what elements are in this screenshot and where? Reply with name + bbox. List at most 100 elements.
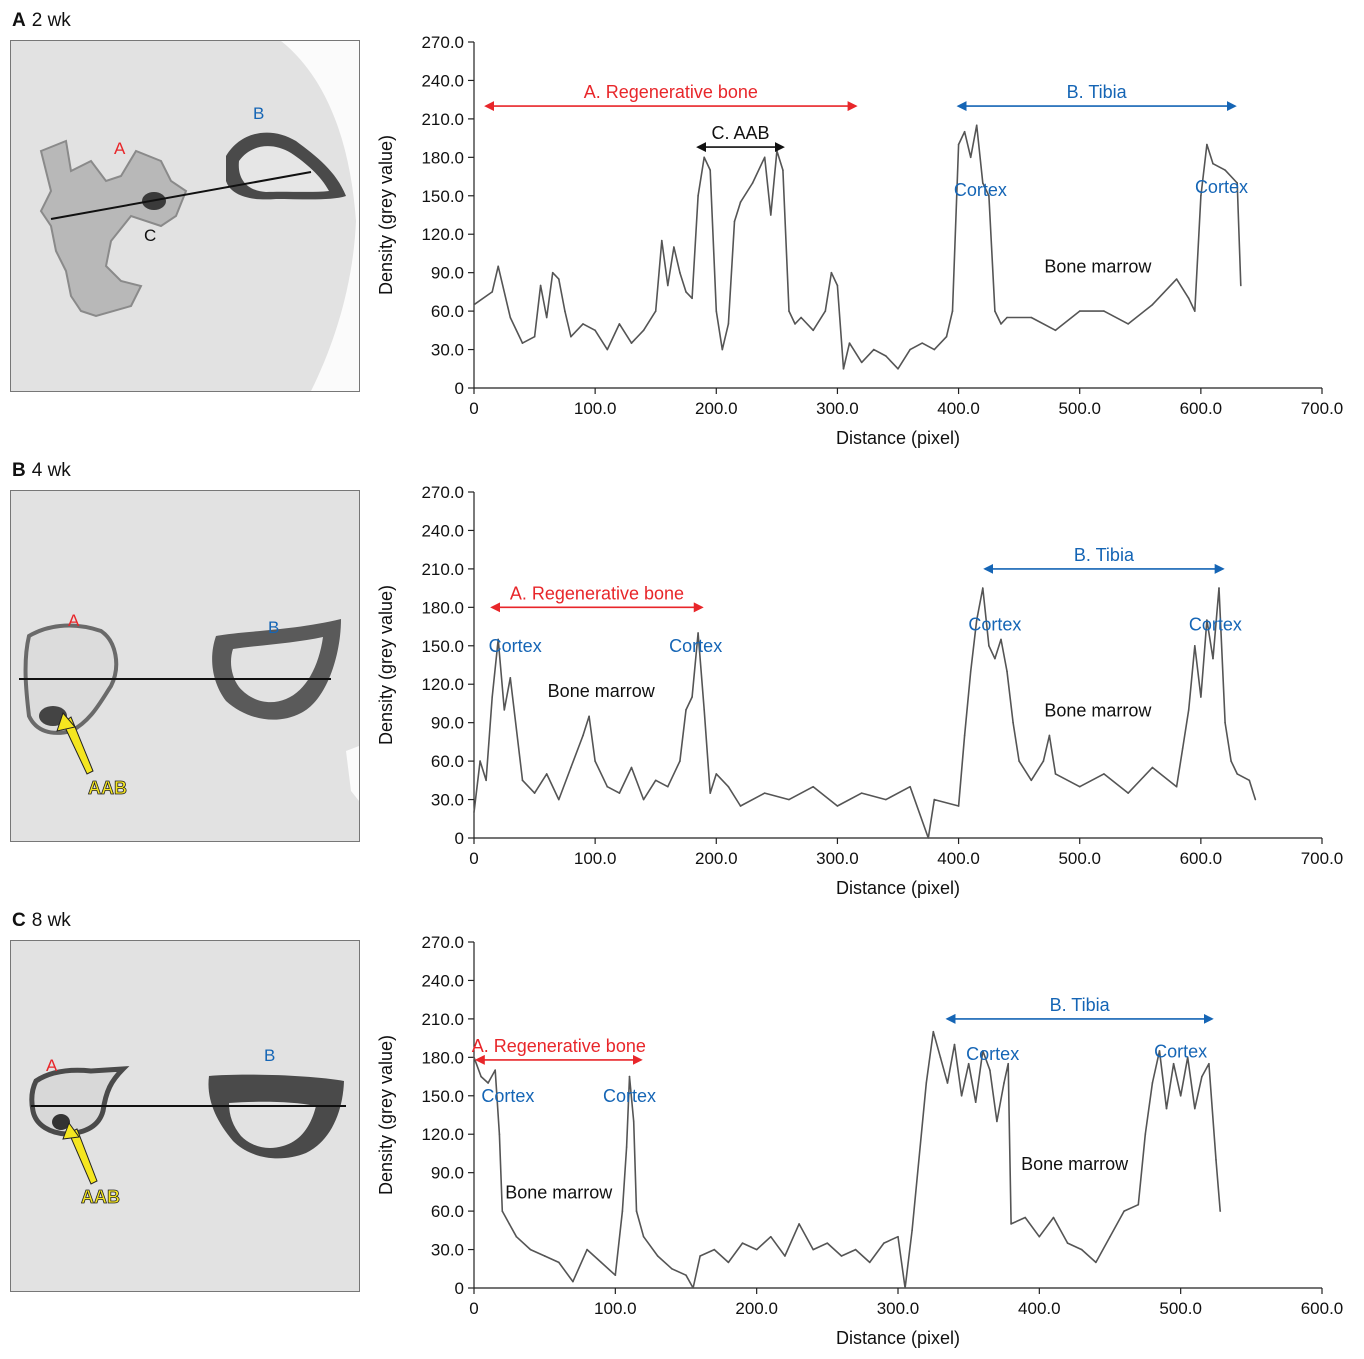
ct-label-c: C — [144, 226, 156, 245]
data-point — [1030, 316, 1033, 319]
y-tick-label: 60.0 — [431, 752, 464, 771]
data-point — [897, 1235, 899, 1238]
data-point — [479, 760, 481, 762]
data-point — [586, 1248, 588, 1251]
panel-letter: C — [12, 910, 26, 931]
panel-time: 2 wk — [31, 10, 71, 31]
ct-label-a: A — [68, 611, 80, 630]
data-point — [1175, 785, 1178, 788]
data-point — [812, 1248, 814, 1251]
x-tick-label: 0 — [469, 849, 478, 868]
data-point — [727, 323, 730, 325]
y-tick-label: 60.0 — [431, 302, 464, 321]
y-tick-label: 210.0 — [421, 1010, 464, 1029]
data-point — [1151, 1082, 1154, 1084]
data-point — [1194, 1107, 1196, 1110]
data-point — [996, 1120, 998, 1123]
data-point — [933, 798, 936, 801]
data-point — [715, 773, 718, 775]
data-point — [1000, 323, 1002, 325]
data-point — [989, 1069, 991, 1071]
data-point — [588, 715, 590, 718]
region-label: Bone marrow — [1021, 1154, 1129, 1174]
data-point — [709, 792, 712, 794]
x-tick-label: 600.0 — [1180, 399, 1223, 418]
data-point — [1103, 310, 1105, 312]
region-label: Cortex — [481, 1086, 534, 1106]
data-point — [1200, 194, 1202, 197]
data-point — [1078, 310, 1081, 312]
region-label: Cortex — [489, 636, 542, 656]
data-point — [824, 310, 827, 312]
data-point — [1127, 792, 1129, 794]
data-point — [501, 1210, 504, 1212]
data-point — [1165, 1107, 1168, 1110]
data-point — [699, 1255, 701, 1257]
data-point — [1224, 721, 1226, 724]
data-point — [982, 1050, 984, 1052]
data-point — [1137, 1203, 1140, 1206]
data-point — [594, 760, 596, 762]
data-point — [1095, 1261, 1097, 1264]
region-label: Cortex — [1195, 177, 1248, 197]
data-point — [1010, 1223, 1012, 1225]
x-tick-label: 100.0 — [574, 849, 617, 868]
data-point — [727, 1261, 730, 1264]
data-point — [848, 342, 851, 344]
data-point — [1144, 1133, 1147, 1136]
data-point — [618, 792, 621, 794]
data-point — [1208, 1062, 1210, 1065]
data-point — [911, 1229, 913, 1232]
data-point — [703, 156, 705, 159]
data-point — [480, 1075, 482, 1078]
y-tick-label: 30.0 — [431, 1241, 464, 1260]
data-point — [691, 696, 693, 698]
y-tick-label: 210.0 — [421, 560, 464, 579]
data-point — [558, 278, 560, 280]
data-point — [1212, 657, 1214, 660]
data-point — [721, 348, 724, 351]
y-tick-label: 30.0 — [431, 791, 464, 810]
data-point — [885, 798, 887, 801]
y-tick-label: 90.0 — [431, 714, 464, 733]
y-tick-label: 240.0 — [421, 971, 464, 990]
data-point — [697, 632, 699, 634]
data-point — [1012, 721, 1014, 724]
data-point — [1042, 760, 1045, 762]
data-point — [739, 805, 742, 807]
data-point — [1187, 297, 1190, 300]
data-point — [551, 271, 554, 274]
span-label: B. Tibia — [1050, 995, 1111, 1015]
y-tick-label: 30.0 — [431, 341, 464, 360]
data-point — [685, 291, 687, 293]
data-point — [1200, 696, 1202, 698]
data-point — [564, 310, 566, 312]
data-point — [741, 1242, 744, 1244]
data-point — [969, 156, 972, 159]
data-point — [503, 709, 506, 711]
ct-illustration: A B C — [11, 41, 359, 391]
data-point — [491, 291, 493, 293]
data-point — [1179, 1094, 1182, 1097]
data-point — [606, 785, 609, 788]
data-point — [1206, 143, 1208, 146]
region-label: Bone marrow — [1044, 700, 1152, 720]
data-point — [1186, 1056, 1189, 1059]
density-chart-8wk: 0 30.0 60.0 90.0 120.0 150.0 180.0 210.0 240.0 27… — [376, 933, 1343, 1348]
data-point — [1236, 773, 1238, 775]
data-point — [679, 271, 681, 274]
data-point — [654, 310, 657, 312]
data-point — [957, 143, 960, 146]
data-point — [618, 323, 621, 325]
data-point — [951, 310, 954, 312]
y-tick-label: 120.0 — [421, 675, 464, 694]
data-point — [606, 348, 609, 351]
data-point — [840, 1255, 843, 1257]
data-point — [953, 1043, 956, 1046]
data-point — [509, 316, 512, 319]
x-tick-label: 100.0 — [574, 399, 617, 418]
data-point — [755, 1248, 758, 1251]
data-point — [860, 792, 863, 794]
data-point — [1054, 329, 1057, 332]
